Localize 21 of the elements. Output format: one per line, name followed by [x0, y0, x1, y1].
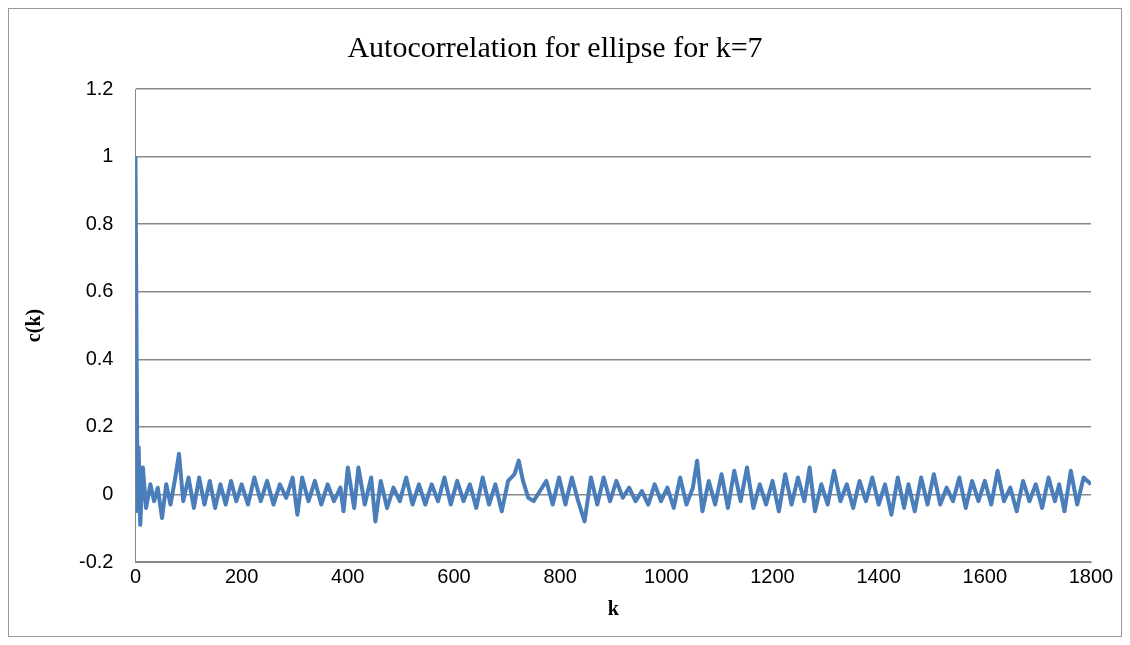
- x-tick-label: 1200: [750, 564, 795, 587]
- y-tick-label: 0: [102, 481, 114, 504]
- x-tick-label: 200: [224, 564, 259, 587]
- y-axis-title: c(k): [22, 308, 46, 343]
- x-tick-label: 1400: [856, 564, 901, 587]
- x-tick-label: 1600: [962, 564, 1008, 587]
- y-tick-label: 0.2: [85, 414, 114, 437]
- x-tick-label: 1000: [644, 564, 689, 587]
- y-tick-label: 1: [102, 144, 114, 167]
- chart-title: Autocorrelation for ellipse for k=7: [347, 29, 763, 63]
- x-tick-label: 600: [437, 564, 471, 587]
- x-tick-label: 400: [331, 564, 365, 587]
- y-tick-label: 1.2: [85, 76, 114, 99]
- x-axis-title: k: [607, 597, 620, 620]
- x-tick-label: 800: [543, 564, 577, 587]
- x-tick-label: 1800: [1068, 564, 1114, 587]
- y-tick-label: 0.8: [85, 211, 114, 234]
- y-tick-label: 0.6: [85, 279, 114, 302]
- y-tick-label: -0.2: [78, 549, 114, 572]
- x-tick-label: 0: [129, 564, 142, 587]
- y-tick-label: 0.4: [85, 346, 114, 369]
